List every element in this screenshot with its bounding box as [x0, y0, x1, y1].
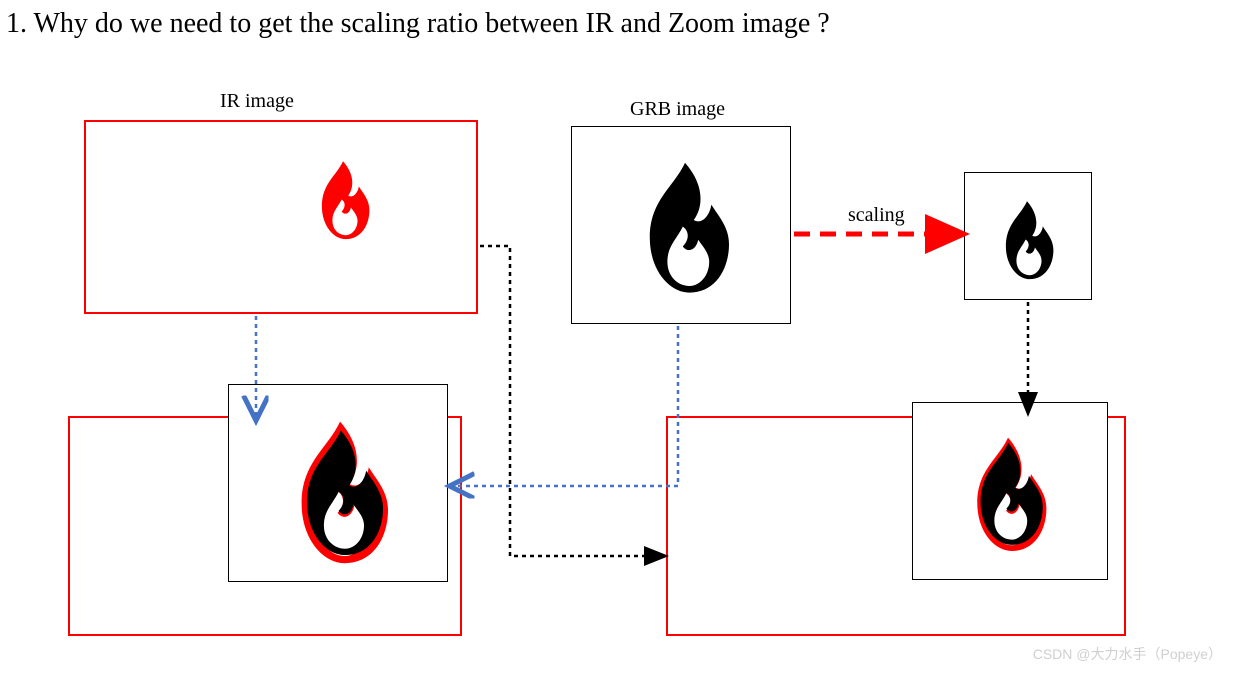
grb-image-label: GRB image — [630, 98, 725, 121]
scaled-flame-icon — [994, 196, 1060, 282]
ir-image-box — [84, 120, 478, 314]
grb-flame-icon — [630, 154, 740, 297]
bottom-right-flame-icon — [960, 430, 1056, 555]
page-title: 1. Why do we need to get the scaling rat… — [6, 8, 830, 40]
bottom-left-flame-icon — [280, 412, 400, 568]
blue-grb-to-bl — [452, 326, 678, 486]
ir-image-label: IR image — [220, 90, 294, 113]
scaling-label: scaling — [848, 204, 905, 227]
watermark: CSDN @大力水手（Popeye） — [1033, 644, 1222, 664]
ir-top-flame-icon — [310, 156, 376, 242]
